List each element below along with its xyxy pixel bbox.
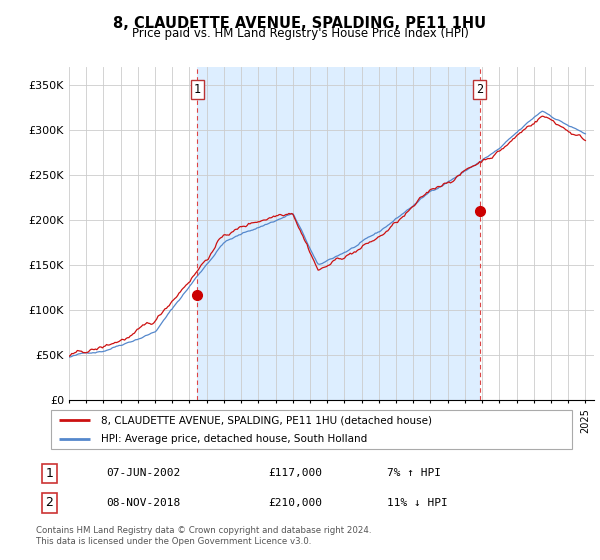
Text: 8, CLAUDETTE AVENUE, SPALDING, PE11 1HU (detached house): 8, CLAUDETTE AVENUE, SPALDING, PE11 1HU …: [101, 415, 432, 425]
Text: 11% ↓ HPI: 11% ↓ HPI: [387, 498, 448, 508]
Text: 8, CLAUDETTE AVENUE, SPALDING, PE11 1HU: 8, CLAUDETTE AVENUE, SPALDING, PE11 1HU: [113, 16, 487, 31]
Bar: [197, 67, 479, 400]
Text: 7% ↑ HPI: 7% ↑ HPI: [387, 468, 441, 478]
Text: 08-NOV-2018: 08-NOV-2018: [106, 498, 181, 508]
Text: Contains HM Land Registry data © Crown copyright and database right 2024.
This d: Contains HM Land Registry data © Crown c…: [36, 526, 371, 546]
Text: 2: 2: [46, 497, 53, 510]
Text: 1: 1: [194, 83, 200, 96]
Text: £117,000: £117,000: [268, 468, 322, 478]
Text: 1: 1: [46, 467, 53, 480]
Text: Price paid vs. HM Land Registry's House Price Index (HPI): Price paid vs. HM Land Registry's House …: [131, 27, 469, 40]
Text: HPI: Average price, detached house, South Holland: HPI: Average price, detached house, Sout…: [101, 435, 367, 445]
Text: £210,000: £210,000: [268, 498, 322, 508]
Text: 07-JUN-2002: 07-JUN-2002: [106, 468, 181, 478]
Text: 2: 2: [476, 83, 483, 96]
FancyBboxPatch shape: [50, 410, 572, 449]
